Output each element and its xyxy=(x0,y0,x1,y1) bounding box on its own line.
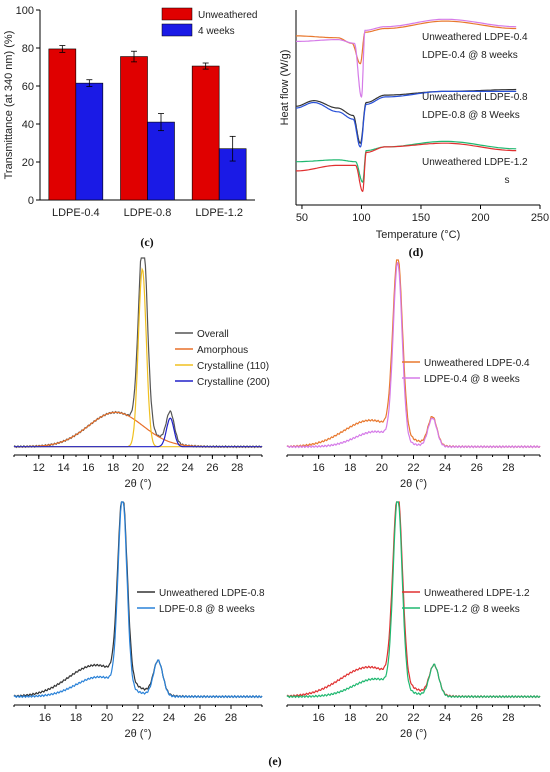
dsc-series-line xyxy=(296,18,517,98)
legend-label: Unweathered LDPE-0.8 xyxy=(159,588,265,599)
x-tick-label: 26 xyxy=(206,462,218,474)
y-tick-label: 100 xyxy=(16,5,34,17)
y-tick-label: 40 xyxy=(22,119,34,131)
x-tick-label: 22 xyxy=(407,462,419,474)
legend-label: Amorphous xyxy=(197,345,248,356)
bar xyxy=(191,65,220,201)
bar xyxy=(75,82,104,201)
y-tick-label: 60 xyxy=(22,81,34,93)
x-tick-label: 24 xyxy=(439,712,451,724)
x-tick-label: 28 xyxy=(231,462,243,474)
y-axis-label: Transmittance (at 340 nm) (%) xyxy=(3,31,15,180)
xrd-series-line xyxy=(13,501,263,699)
x-tick-label: 28 xyxy=(225,712,237,724)
x-tick-label: 22 xyxy=(157,462,169,474)
x-tick-label: 26 xyxy=(471,462,483,474)
x-tick-label: 24 xyxy=(163,712,175,724)
x-tick-label: 200 xyxy=(471,212,489,224)
x-tick-label: 24 xyxy=(181,462,193,474)
x-tick-label: 26 xyxy=(471,712,483,724)
y-tick-label: 80 xyxy=(22,43,34,55)
x-tick-label: 14 xyxy=(57,462,69,474)
x-tick-label: 18 xyxy=(344,712,356,724)
legend-swatch xyxy=(161,23,193,37)
x-tick-label: 18 xyxy=(107,462,119,474)
x-tick-label: 22 xyxy=(407,712,419,724)
panel-c-bar-chart: 0 20 40 60 80 100 Transmittance (at 340 nm) (%… xyxy=(3,5,257,219)
dsc-series-line xyxy=(296,90,517,148)
x-tick-label: 24 xyxy=(439,462,451,474)
panel-e-xrd-deconvolution: 12 14 16 18 20 22 24 26 28 2θ (°) Overall Amorphous… xyxy=(13,257,270,490)
legend-label: 4 weeks xyxy=(198,26,235,37)
panel-e-xrd-ldpe-12: 16 18 20 22 24 26 28 2θ (°) Unweathered LDPE-1.2… xyxy=(286,501,541,740)
xrd-series-line xyxy=(14,417,262,448)
series-annotation: Unweathered LDPE-0.8 xyxy=(422,92,528,103)
x-tick-label: 16 xyxy=(82,462,94,474)
legend-label: LDPE-0.4 @ 8 weeks xyxy=(424,374,520,385)
x-tick-label: 150 xyxy=(412,212,430,224)
x-tick-label: 28 xyxy=(502,462,514,474)
series-annotation: LDPE-0.8 @ 8 Weeks xyxy=(422,110,520,121)
x-tick-label: 18 xyxy=(344,462,356,474)
x-axis-label: 2θ (°) xyxy=(124,478,151,490)
xrd-series-line xyxy=(286,262,541,449)
panel-d-dsc-chart: 50 100 150 200 250 Temperature (°C) Heat flow … xyxy=(279,10,549,241)
legend-label: Crystalline (110) xyxy=(197,361,269,372)
x-tick-label: 20 xyxy=(101,712,113,724)
x-tick-label: 100 xyxy=(352,212,370,224)
xrd-series-line xyxy=(13,501,263,699)
x-tick-label: 16 xyxy=(313,462,325,474)
xrd-series-line xyxy=(14,267,262,448)
legend-swatch xyxy=(161,7,193,21)
legend-label: Unweathered LDPE-0.4 xyxy=(424,358,530,369)
legend-label: LDPE-0.8 @ 8 weeks xyxy=(159,604,255,615)
panel-e-xrd-ldpe-08: 16 18 20 22 24 26 28 2θ (°) Unweathered LDPE-0.8… xyxy=(13,501,265,740)
x-tick-label: 20 xyxy=(376,712,388,724)
legend-label: Overall xyxy=(197,329,229,340)
x-tick-label: 26 xyxy=(194,712,206,724)
x-axis-label: 2θ (°) xyxy=(124,728,151,740)
x-tick-label: 250 xyxy=(531,212,549,224)
panel-label-d: (d) xyxy=(409,245,424,259)
y-tick-label: 0 xyxy=(28,195,34,207)
x-tick-label: 20 xyxy=(132,462,144,474)
x-tick-label: 50 xyxy=(296,212,308,224)
x-axis-label: 2θ (°) xyxy=(400,728,427,740)
x-tick-label: 22 xyxy=(132,712,144,724)
panel-label-c: (c) xyxy=(140,235,153,249)
x-axis-label: Temperature (°C) xyxy=(376,229,460,241)
x-tick-label: 16 xyxy=(313,712,325,724)
xrd-series-line xyxy=(14,411,262,448)
y-axis-label: Heat flow (W/g) xyxy=(279,50,291,126)
category-label: LDPE-0.8 xyxy=(124,207,172,219)
x-tick-label: 18 xyxy=(70,712,82,724)
bar xyxy=(147,121,175,201)
panel-e-xrd-ldpe-04: 16 18 20 22 24 26 28 2θ (°) Unweathered LDPE-0.4… xyxy=(286,259,541,490)
legend-label: LDPE-1.2 @ 8 weeks xyxy=(424,604,520,615)
bar xyxy=(120,56,148,201)
category-label: LDPE-0.4 xyxy=(52,207,100,219)
y-tick-label: 20 xyxy=(22,157,34,169)
legend-label: Unweathered LDPE-1.2 xyxy=(424,588,530,599)
series-annotation: Unweathered LDPE-1.2 xyxy=(422,157,528,168)
x-tick-label: 12 xyxy=(33,462,45,474)
legend-label: Unweathered xyxy=(198,10,257,21)
legend-label: Crystalline (200) xyxy=(197,377,270,388)
xrd-series-line xyxy=(286,259,541,449)
series-annotation: Unweathered LDPE-0.4 xyxy=(422,32,528,43)
x-tick-label: 20 xyxy=(376,462,388,474)
x-tick-label: 28 xyxy=(502,712,514,724)
x-axis-label: 2θ (°) xyxy=(400,478,427,490)
xrd-series-line xyxy=(286,501,541,699)
x-tick-label: 16 xyxy=(39,712,51,724)
series-annotation: LDPE-0.4 @ 8 weeks xyxy=(422,50,518,61)
dsc-series-line xyxy=(296,20,517,65)
panel-label-e: (e) xyxy=(268,754,281,768)
dsc-series-line xyxy=(296,142,517,193)
xrd-series-line xyxy=(286,501,541,699)
series-annotation: s xyxy=(505,175,510,186)
bar xyxy=(48,48,77,201)
category-label: LDPE-1.2 xyxy=(195,207,243,219)
